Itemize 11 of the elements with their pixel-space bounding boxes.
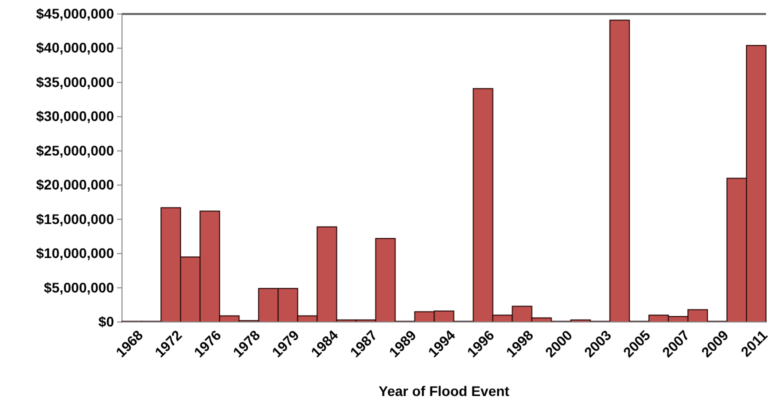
y-tick-label: $40,000,000 bbox=[36, 40, 114, 56]
y-tick-label: $5,000,000 bbox=[44, 279, 114, 296]
y-tick-label: $30,000,000 bbox=[36, 108, 114, 124]
y-tick-label: $20,000,000 bbox=[36, 176, 114, 193]
y-tick-label: $35,000,000 bbox=[36, 74, 114, 90]
y-tick-label: $45,000,000 bbox=[36, 5, 114, 22]
y-tick-label: $10,000,000 bbox=[36, 245, 114, 262]
y-tick-label: $25,000,000 bbox=[36, 142, 114, 158]
y-tick-label: $0 bbox=[98, 313, 114, 330]
x-axis-title: Year of Flood Event bbox=[378, 383, 510, 399]
y-tick-label: $15,000,000 bbox=[36, 210, 114, 227]
